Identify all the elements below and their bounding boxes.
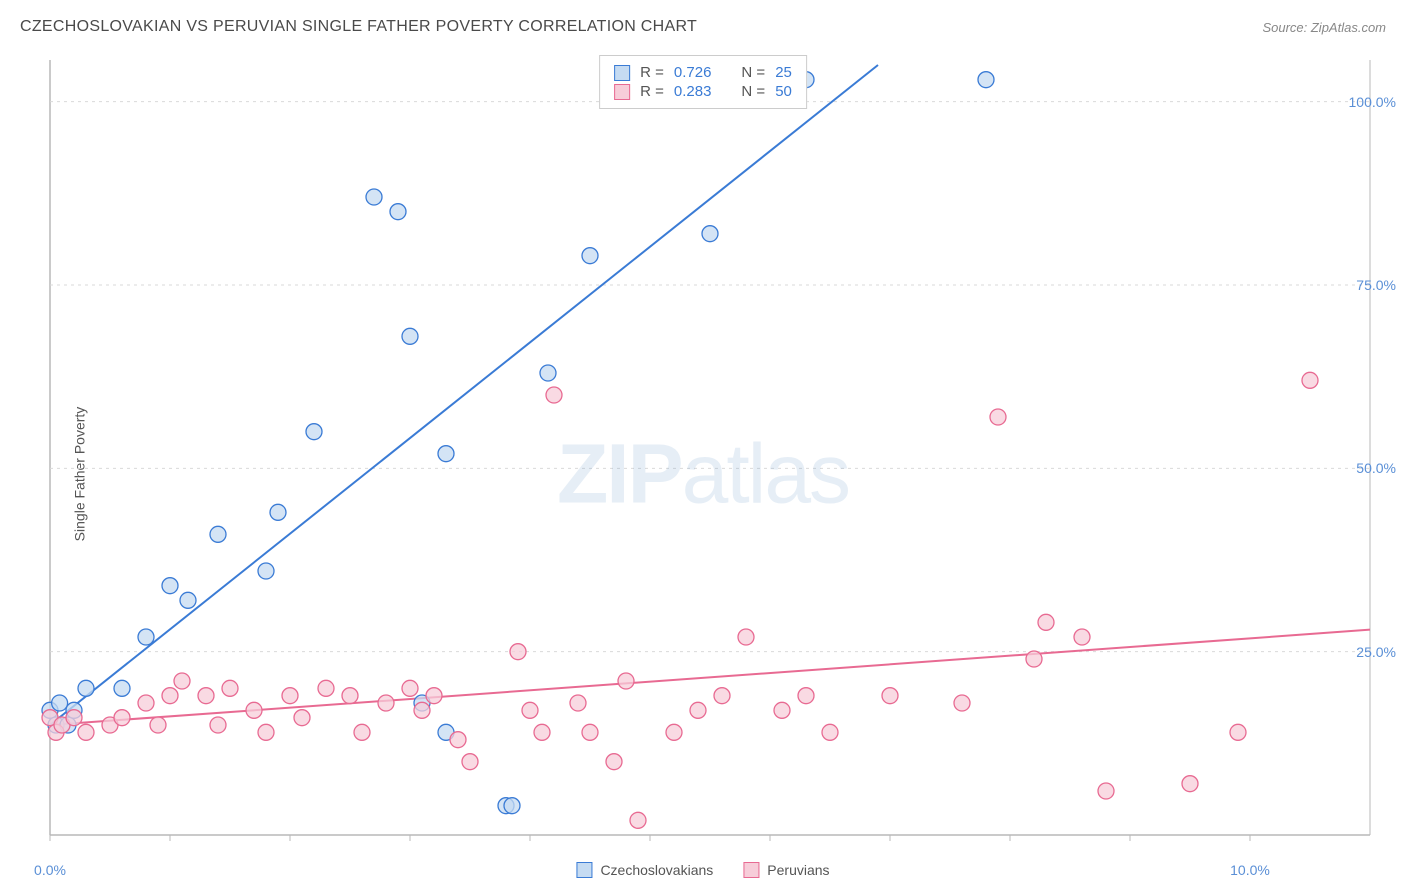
n-value: 50 <box>775 83 792 100</box>
y-tick-label: 25.0% <box>1356 644 1396 660</box>
legend-swatch <box>614 65 630 81</box>
legend-swatch <box>614 84 630 100</box>
y-tick-label: 75.0% <box>1356 277 1396 293</box>
chart-wrapper: Single Father Poverty ZIPatlas R =0.726N… <box>0 55 1406 892</box>
correlation-legend-row: R = 0.726 N = 25 <box>614 64 792 81</box>
legend-swatch <box>576 862 592 878</box>
legend-label: Czechoslovakians <box>600 862 713 878</box>
source-attribution: Source: ZipAtlas.com <box>1262 20 1386 35</box>
chart-title: CZECHOSLOVAKIAN VS PERUVIAN SINGLE FATHE… <box>20 18 697 36</box>
legend-swatch <box>743 862 759 878</box>
scatter-plot-svg <box>0 55 1406 892</box>
series-legend-item: Peruvians <box>743 862 829 878</box>
r-label: R = <box>640 64 664 81</box>
correlation-legend: R = 0.726 N = 25 R = 0.283 N = 50 <box>599 55 807 109</box>
y-tick-label: 100.0% <box>1349 94 1396 110</box>
title-bar: CZECHOSLOVAKIAN VS PERUVIAN SINGLE FATHE… <box>20 18 1386 36</box>
x-tick-label: 0.0% <box>34 862 66 878</box>
y-tick-label: 50.0% <box>1356 460 1396 476</box>
n-label: N = <box>741 83 765 100</box>
n-value: 25 <box>775 64 792 81</box>
r-value: 0.283 <box>674 83 712 100</box>
series-legend-item: Czechoslovakians <box>576 862 713 878</box>
r-value: 0.726 <box>674 64 712 81</box>
legend-label: Peruvians <box>767 862 829 878</box>
x-tick-label: 10.0% <box>1230 862 1270 878</box>
series-legend: Czechoslovakians Peruvians <box>576 862 829 878</box>
n-label: N = <box>741 64 765 81</box>
correlation-legend-row: R = 0.283 N = 50 <box>614 83 792 100</box>
r-label: R = <box>640 83 664 100</box>
